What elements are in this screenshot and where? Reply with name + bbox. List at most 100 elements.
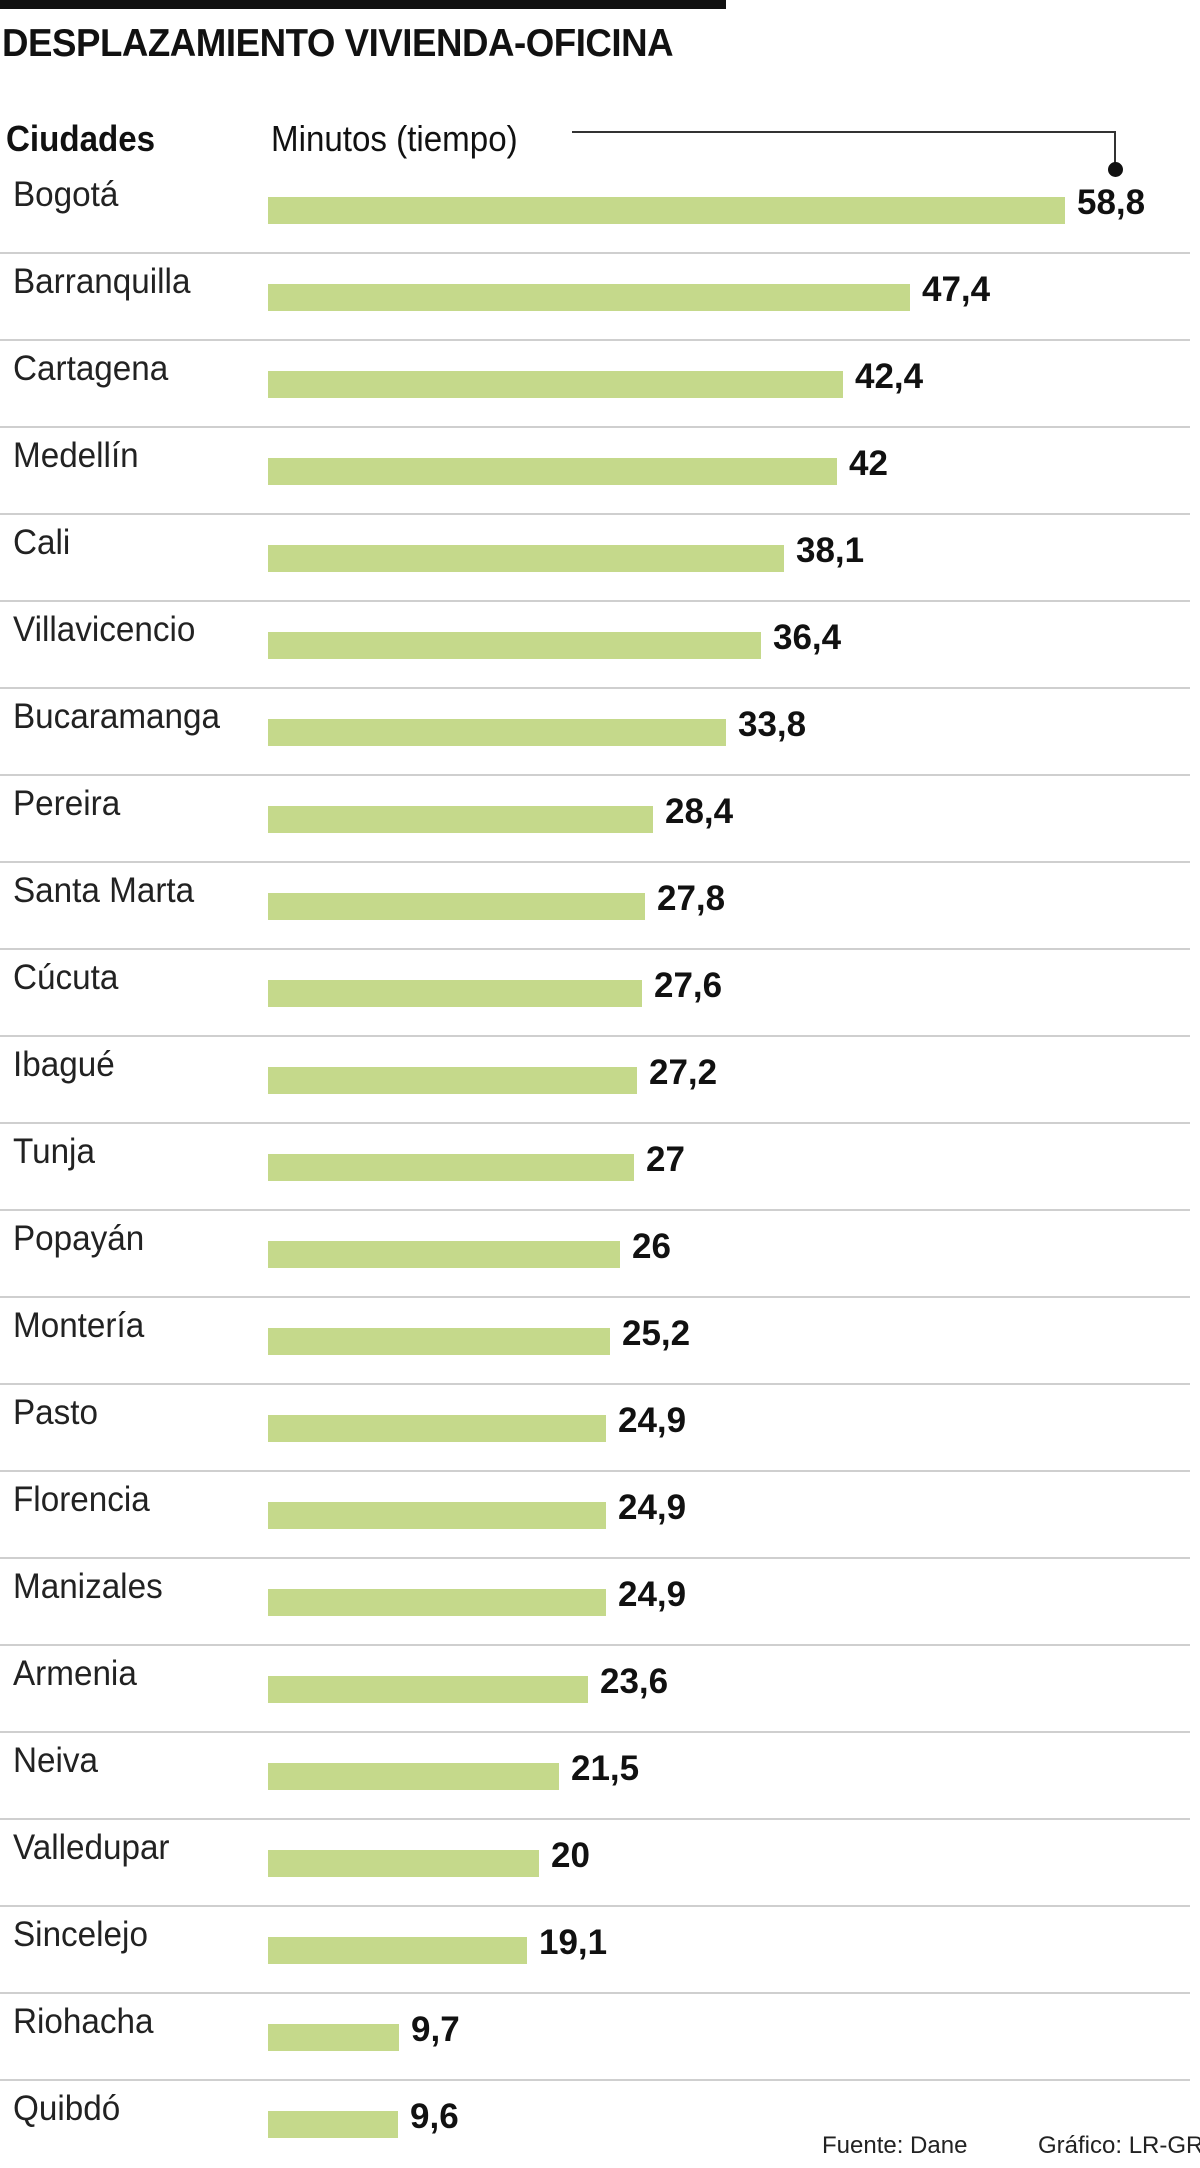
leader-line-vertical — [1114, 131, 1116, 169]
top-rule — [0, 0, 726, 9]
bar-row: Pereira 28,4 — [0, 776, 1190, 863]
bar-row: Tunja 27 — [0, 1124, 1190, 1211]
row-separator — [0, 948, 1190, 950]
category-label: Villavicencio — [13, 610, 196, 649]
leader-line-horizontal — [572, 131, 1116, 133]
value-label: 21,5 — [571, 1749, 640, 1788]
row-separator — [0, 1644, 1190, 1646]
bar-row: Medellín 42 — [0, 428, 1190, 515]
row-separator — [0, 1209, 1190, 1211]
row-separator — [0, 1122, 1190, 1124]
bar — [268, 284, 910, 311]
bar — [268, 545, 784, 572]
bar-row: Ibagué 27,2 — [0, 1037, 1190, 1124]
bar-row: Valledupar 20 — [0, 1820, 1190, 1907]
row-separator — [0, 861, 1190, 863]
bar-row: Cali 38,1 — [0, 515, 1190, 602]
bar — [268, 1415, 606, 1442]
value-label: 26 — [632, 1227, 671, 1266]
bar-row: Bucaramanga 33,8 — [0, 689, 1190, 776]
row-separator — [0, 774, 1190, 776]
category-label: Medellín — [13, 436, 139, 475]
row-separator — [0, 1557, 1190, 1559]
bar — [268, 2024, 399, 2051]
category-label: Quibdó — [13, 2089, 121, 2128]
bar — [268, 1241, 620, 1268]
category-label: Tunja — [13, 1132, 95, 1171]
bar-row: Cúcuta 27,6 — [0, 950, 1190, 1037]
row-separator — [0, 1905, 1190, 1907]
value-label: 27,8 — [657, 879, 726, 918]
category-label: Sincelejo — [13, 1915, 148, 1954]
bar — [268, 1328, 610, 1355]
row-separator — [0, 339, 1190, 341]
value-label: 24,9 — [618, 1401, 687, 1440]
value-label: 47,4 — [922, 270, 991, 309]
bar — [268, 1676, 588, 1703]
bar — [268, 1850, 539, 1877]
row-separator — [0, 687, 1190, 689]
category-label: Florencia — [13, 1480, 150, 1519]
bar — [268, 1937, 527, 1964]
bar-row: Manizales 24,9 — [0, 1559, 1190, 1646]
value-label: 9,6 — [410, 2097, 459, 2136]
category-label: Manizales — [13, 1567, 163, 1606]
row-separator — [0, 1383, 1190, 1385]
row-separator — [0, 252, 1190, 254]
bar-row: Santa Marta 27,8 — [0, 863, 1190, 950]
bar — [268, 197, 1065, 224]
chart-title: DESPLAZAMIENTO VIVIENDA-OFICINA — [2, 22, 674, 65]
bar-row: Riohacha 9,7 — [0, 1994, 1190, 2081]
value-label: 36,4 — [773, 618, 842, 657]
bar-row: Villavicencio 36,4 — [0, 602, 1190, 689]
value-label: 33,8 — [738, 705, 807, 744]
value-label: 27 — [646, 1140, 685, 1179]
category-label: Pasto — [13, 1393, 99, 1432]
value-label: 9,7 — [411, 2010, 460, 2049]
bar — [268, 806, 653, 833]
row-separator — [0, 1035, 1190, 1037]
row-separator — [0, 1731, 1190, 1733]
category-label: Santa Marta — [13, 871, 195, 910]
category-label: Ibagué — [13, 1045, 115, 1084]
row-separator — [0, 2079, 1190, 2081]
value-label: 19,1 — [539, 1923, 608, 1962]
bar-row: Cartagena 42,4 — [0, 341, 1190, 428]
category-label: Armenia — [13, 1654, 137, 1693]
category-label: Valledupar — [13, 1828, 170, 1867]
bar — [268, 2111, 398, 2138]
bar-row: Montería 25,2 — [0, 1298, 1190, 1385]
category-label: Cúcuta — [13, 958, 119, 997]
row-separator — [0, 1818, 1190, 1820]
value-label: 23,6 — [600, 1662, 669, 1701]
value-label: 38,1 — [796, 531, 865, 570]
row-separator — [0, 426, 1190, 428]
bar — [268, 719, 726, 746]
x-axis-label: Minutos (tiempo) — [271, 118, 518, 159]
category-label: Cartagena — [13, 349, 169, 388]
bar-row: Barranquilla 47,4 — [0, 254, 1190, 341]
value-label: 42 — [849, 444, 888, 483]
category-label: Neiva — [13, 1741, 99, 1780]
value-label: 58,8 — [1077, 183, 1146, 222]
category-label: Barranquilla — [13, 262, 191, 301]
credit-note: Gráfico: LR-GR — [1038, 2132, 1200, 2159]
bar — [268, 1067, 637, 1094]
row-separator — [0, 1470, 1190, 1472]
row-separator — [0, 1296, 1190, 1298]
value-label: 28,4 — [665, 792, 734, 831]
category-label: Bogotá — [13, 175, 119, 214]
bar-row: Sincelejo 19,1 — [0, 1907, 1190, 1994]
category-label: Montería — [13, 1306, 145, 1345]
bar — [268, 893, 645, 920]
value-label: 24,9 — [618, 1575, 687, 1614]
bar-row: Armenia 23,6 — [0, 1646, 1190, 1733]
bar — [268, 1154, 634, 1181]
value-label: 27,6 — [654, 966, 723, 1005]
row-separator — [0, 600, 1190, 602]
category-label: Bucaramanga — [13, 697, 221, 736]
value-label: 24,9 — [618, 1488, 687, 1527]
bar-row: Pasto 24,9 — [0, 1385, 1190, 1472]
bar — [268, 458, 837, 485]
